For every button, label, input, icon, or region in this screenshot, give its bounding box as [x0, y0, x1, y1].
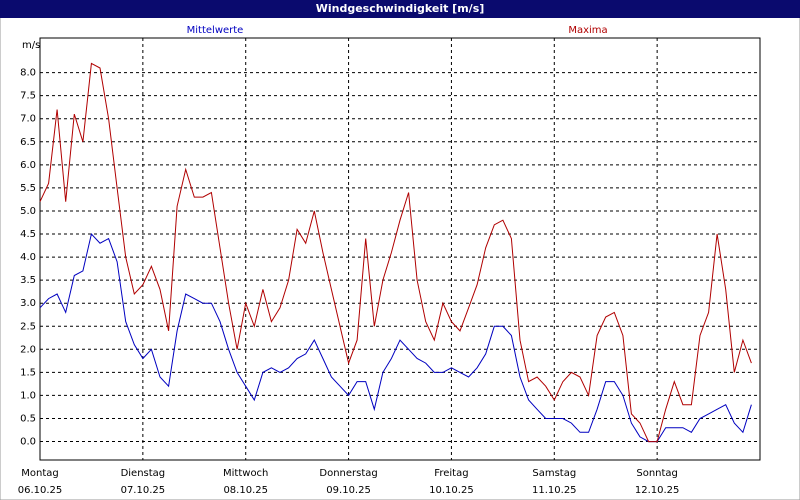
- series-line: [39, 232, 752, 443]
- x-tick-label: Donnerstag: [319, 468, 377, 479]
- y-tick-label: 0.0: [20, 437, 36, 448]
- y-tick-label: 1.0: [20, 390, 36, 401]
- x-tick-label: Montag: [21, 468, 58, 479]
- y-tick-label: 4.5: [20, 229, 36, 240]
- y-tick-label: 0.5: [20, 413, 36, 424]
- x-tick-label: Sonntag: [636, 468, 678, 479]
- y-tick-label: 7.0: [20, 114, 36, 125]
- y-tick-label: 2.5: [20, 321, 36, 332]
- x-tick-date: 11.10.25: [532, 485, 577, 496]
- legend-entry: Mittelwerte: [187, 25, 244, 36]
- x-tick-date: 08.10.25: [223, 485, 268, 496]
- y-tick-label: 6.0: [20, 160, 36, 171]
- chart-title: Windgeschwindigkeit [m/s]: [316, 2, 485, 15]
- legend-entry: Maxima: [568, 25, 607, 36]
- plot-border: [39, 37, 761, 461]
- y-tick-label: 8.0: [20, 68, 36, 79]
- y-tick-label: 1.5: [20, 367, 36, 378]
- x-tick-date: 09.10.25: [326, 485, 371, 496]
- y-axis-label: m/s: [22, 40, 40, 51]
- y-tick-label: 3.0: [20, 298, 36, 309]
- x-tick-date: 10.10.25: [429, 485, 474, 496]
- x-tick-label: Freitag: [434, 468, 468, 479]
- y-tick-label: 5.5: [20, 183, 36, 194]
- title-bar: [0, 0, 800, 18]
- y-tick-label: 3.5: [20, 275, 36, 286]
- y-tick-label: 4.0: [20, 252, 36, 263]
- x-tick-date: 06.10.25: [18, 485, 63, 496]
- y-tick-label: 5.0: [20, 206, 36, 217]
- series-line: [39, 62, 752, 443]
- y-tick-label: 2.0: [20, 344, 36, 355]
- x-tick-date: 12.10.25: [635, 485, 680, 496]
- x-tick-date: 07.10.25: [121, 485, 166, 496]
- y-tick-label: 6.5: [20, 137, 36, 148]
- x-tick-label: Samstag: [532, 468, 576, 479]
- x-tick-label: Dienstag: [121, 468, 166, 479]
- x-tick-label: Mittwoch: [223, 468, 268, 479]
- y-tick-label: 7.5: [20, 91, 36, 102]
